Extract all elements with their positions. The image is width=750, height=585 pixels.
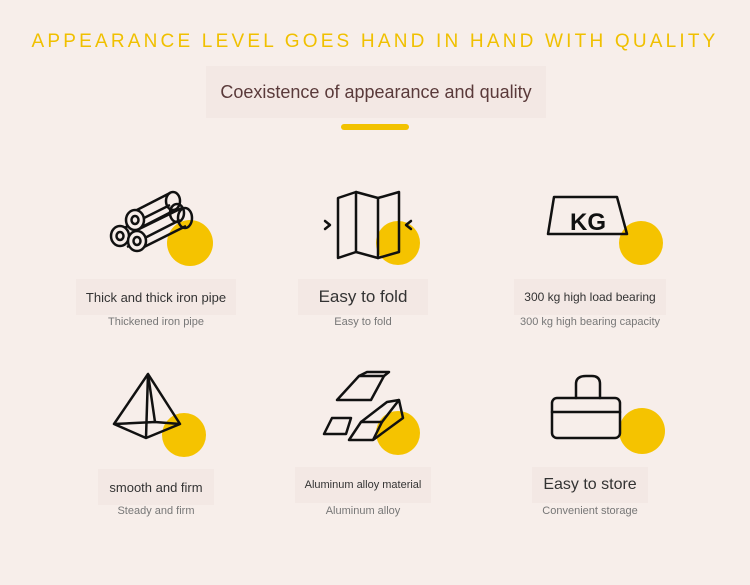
feature-caption: Steady and firm: [117, 505, 195, 517]
feature-caption: Aluminum alloy: [325, 505, 401, 517]
kg-weight-icon: KG: [542, 186, 672, 286]
feature-caption: 300 kg high bearing capacity: [519, 316, 661, 328]
feature-title-box: smooth and firm: [98, 469, 214, 505]
subtitle-box: Coexistence of appearance and quality: [206, 66, 546, 118]
aluminum-bars-icon: [319, 370, 449, 470]
pyramid-icon: [110, 370, 240, 470]
feature-title-box: 300 kg high load bearing: [514, 279, 666, 315]
subtitle: Coexistence of appearance and quality: [220, 81, 532, 102]
feature-caption: Convenient storage: [542, 505, 638, 517]
feature-caption: Thickened iron pipe: [107, 316, 204, 328]
feature-title-box: Easy to fold: [298, 279, 428, 315]
feature-title: smooth and firm: [109, 479, 203, 495]
feature-title-box: Thick and thick iron pipe: [76, 279, 236, 315]
accent-underline: [341, 124, 409, 130]
iron-pipe-icon: [100, 186, 230, 286]
bag-icon: [548, 370, 678, 470]
feature-title: Aluminum alloy material: [304, 479, 422, 491]
feature-title-box: Aluminum alloy material: [295, 467, 431, 503]
feature-caption: Easy to fold: [334, 316, 392, 328]
feature-title: Easy to fold: [318, 287, 408, 306]
feature-title: 300 kg high load bearing: [524, 290, 656, 304]
fold-icon: [319, 186, 449, 286]
kg-text: KG: [570, 209, 606, 236]
feature-title: Easy to store: [543, 476, 637, 493]
headline: APPEARANCE LEVEL GOES HAND IN HAND WITH …: [31, 31, 719, 52]
feature-title-box: Easy to store: [532, 467, 648, 503]
feature-title: Thick and thick iron pipe: [85, 289, 227, 305]
